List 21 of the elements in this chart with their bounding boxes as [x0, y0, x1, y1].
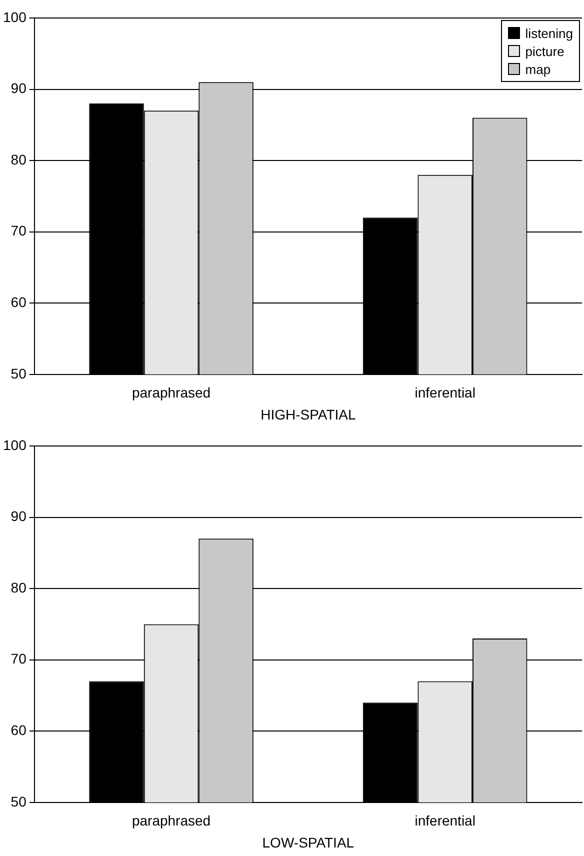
x-tick-label: inferential [414, 812, 476, 829]
y-tick-label: 60 [10, 722, 27, 738]
legend-label: map [525, 62, 551, 76]
y-tick-label: 70 [10, 222, 27, 239]
y-tick-label: 50 [10, 365, 27, 382]
legend-label: picture [525, 44, 564, 58]
x-tick-label: paraphrased [132, 812, 211, 829]
x-axis-title: LOW-SPATIAL [262, 834, 354, 850]
y-tick-label: 90 [10, 80, 27, 96]
x-tick-label: inferential [414, 384, 476, 401]
y-tick-label: 50 [10, 793, 27, 810]
y-tick-label: 80 [10, 151, 27, 168]
x-tick-label: paraphrased [132, 384, 211, 401]
y-tick-label: 100 [3, 8, 27, 25]
y-tick-label: 70 [10, 650, 27, 667]
y-tick-label: 80 [10, 579, 27, 596]
x-axis-title: HIGH-SPATIAL [260, 406, 356, 422]
y-tick-label: 60 [10, 294, 27, 310]
y-tick-label: 90 [10, 508, 27, 524]
y-tick-label: 100 [3, 436, 27, 453]
legend-label: listening [525, 26, 573, 40]
